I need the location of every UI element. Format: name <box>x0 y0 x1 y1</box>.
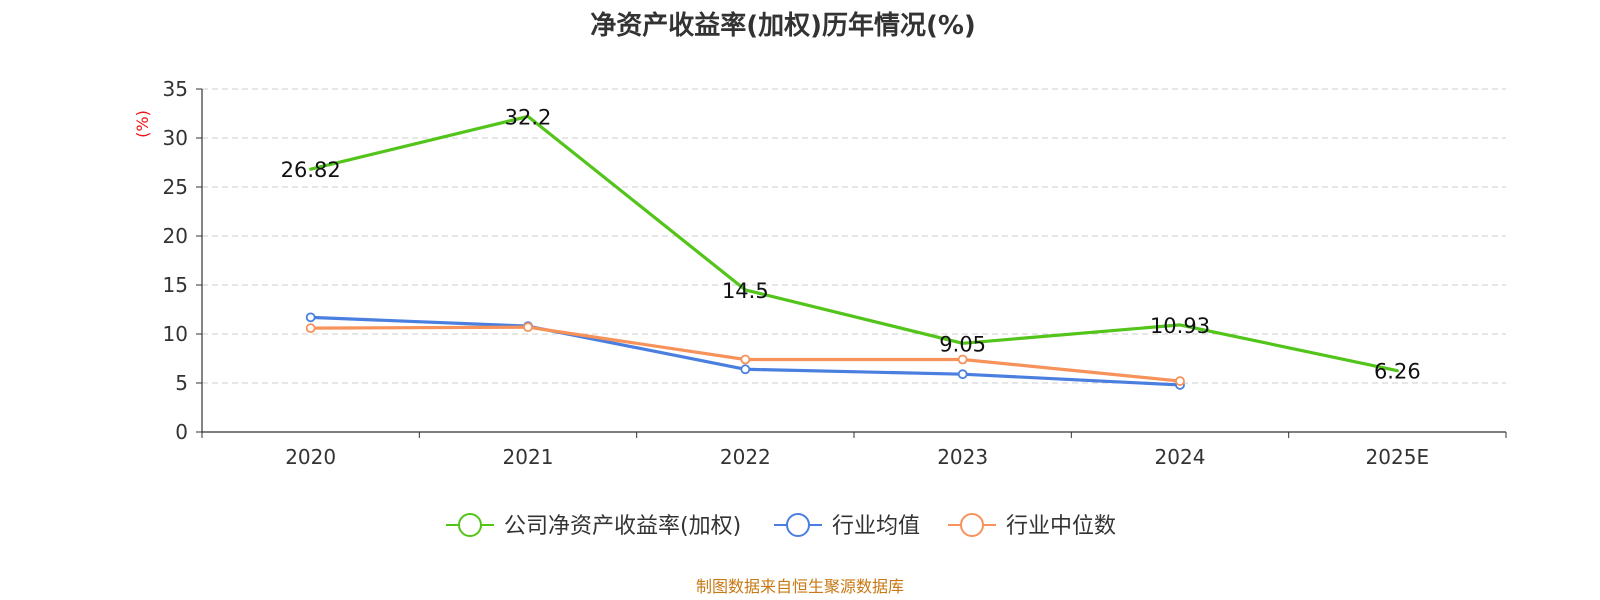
y-tick-label-5: 5 <box>175 371 188 395</box>
series-1-point-0 <box>305 312 316 323</box>
data-label-2022: 14.5 <box>722 279 769 303</box>
legend-item-0: 公司净资产收益率(加权) <box>446 513 741 539</box>
legend-label-1: 行业均值 <box>832 514 920 539</box>
x-tick-label-2022: 2022 <box>720 445 771 469</box>
series-layer <box>305 114 1399 390</box>
axes: 0 5 10 15 20 25 30 35 2020 2021 2022 2023 2024 2025E <box>163 77 1507 469</box>
source-note: 制图数据来自恒生聚源数据库 <box>696 577 904 596</box>
series-2-point-4 <box>1175 376 1185 386</box>
y-tick-label-0: 0 <box>175 420 188 444</box>
series-2-point-1 <box>523 322 533 333</box>
data-label-2021: 32.2 <box>505 105 552 129</box>
y-tick-label-20: 20 <box>163 224 188 248</box>
legend: 公司净资产收益率(加权) 行业均值 行业中位数 <box>446 513 1116 539</box>
x-tick-label-2024: 2024 <box>1155 445 1206 469</box>
y-axis-label: (%) <box>133 110 152 138</box>
series-2-point-2 <box>740 354 751 365</box>
x-tick-label-2021: 2021 <box>503 445 554 469</box>
data-label-2023: 9.05 <box>939 332 986 356</box>
legend-marker-1 <box>786 513 810 537</box>
y-tick-label-30: 30 <box>163 126 188 150</box>
series-2-point-3 <box>957 354 968 365</box>
series-1-point-3 <box>957 369 968 380</box>
legend-marker-0 <box>458 513 482 537</box>
grid-lines <box>202 88 1506 384</box>
legend-marker-2 <box>960 513 984 537</box>
data-label-2020: 26.82 <box>281 158 341 182</box>
series-2-point-0 <box>305 323 316 334</box>
series-line-0 <box>309 114 1399 373</box>
data-label-2025E: 6.26 <box>1374 360 1421 384</box>
y-tick-label-25: 25 <box>163 175 188 199</box>
x-tick-label-2020: 2020 <box>285 445 336 469</box>
legend-item-1: 行业均值 <box>774 513 920 539</box>
y-tick-label-10: 10 <box>163 322 188 346</box>
y-tick-label-35: 35 <box>163 77 188 101</box>
chart-title: 净资产收益率(加权)历年情况(%) <box>590 10 976 41</box>
legend-label-0: 公司净资产收益率(加权) <box>504 514 741 539</box>
legend-item-2: 行业中位数 <box>948 513 1116 539</box>
data-label-2024: 10.93 <box>1150 314 1210 338</box>
y-tick-label-15: 15 <box>163 273 188 297</box>
series-1-point-2 <box>740 364 751 375</box>
legend-label-2: 行业中位数 <box>1006 514 1116 539</box>
x-tick-label-2025E: 2025E <box>1366 445 1430 469</box>
data-labels: 26.82 32.2 14.5 9.05 10.93 6.26 <box>281 105 1421 383</box>
x-tick-label-2023: 2023 <box>937 445 988 469</box>
